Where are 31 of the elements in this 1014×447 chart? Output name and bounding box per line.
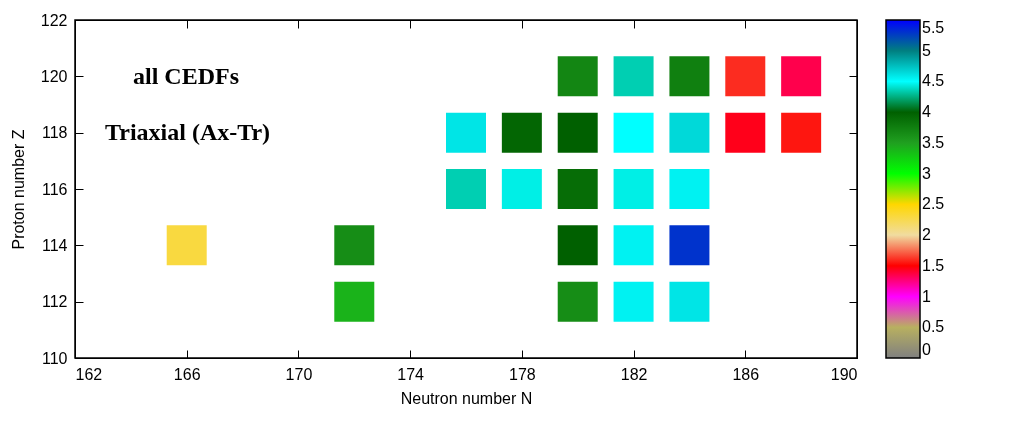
y-tick-label: 122: [40, 11, 68, 29]
color-bar-label: 0: [922, 341, 931, 358]
y-tick-label: 116: [41, 180, 68, 198]
color-bar-label: 1: [922, 287, 931, 305]
color-bar-label: 2.5: [922, 195, 945, 213]
x-tick-label: 166: [173, 365, 201, 383]
color-bar-label: 1.5: [922, 256, 945, 274]
color-bar-label: 5.5: [922, 19, 945, 36]
annotation: Triaxial (Ax-Tr): [105, 119, 271, 145]
x-tick-label: 170: [285, 365, 313, 383]
color-bar-label: 0.5: [922, 318, 945, 336]
x-axis-title: Neutron number N: [400, 389, 533, 407]
y-tick-label: 110: [41, 349, 68, 367]
color-bar-label: 3: [922, 164, 931, 182]
x-tick-label: 186: [732, 365, 760, 383]
x-tick-label: 190: [830, 365, 858, 383]
color-bar-label: 4: [922, 103, 931, 121]
color-bar-label: 4.5: [922, 72, 945, 90]
x-tick-label: 174: [397, 365, 425, 383]
x-tick-label: 162: [75, 365, 103, 383]
y-axis-title: Proton number Z: [9, 129, 27, 250]
x-tick-label: 178: [509, 365, 536, 383]
color-bar-label: 2: [922, 226, 931, 244]
y-tick-label: 114: [41, 236, 68, 254]
annotation: all CEDFs: [133, 63, 240, 89]
color-bar-label: 3.5: [922, 133, 945, 151]
y-tick-label: 118: [41, 124, 68, 142]
color-bar-label: 5: [922, 41, 931, 59]
x-tick-label: 182: [620, 365, 648, 383]
y-tick-label: 120: [40, 67, 68, 85]
y-tick-label: 112: [41, 293, 68, 311]
